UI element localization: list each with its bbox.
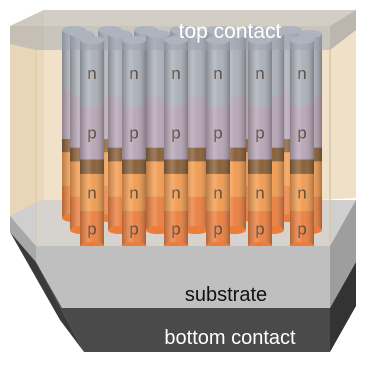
- nanowire: npnp: [248, 36, 272, 250]
- nanowire-shading: [122, 40, 146, 246]
- substrate-label: substrate: [185, 284, 267, 306]
- nanowire-shading: [80, 40, 104, 246]
- substrate-left-face: [10, 216, 36, 262]
- bottom-contact-front-face: [36, 262, 330, 352]
- nanowire-shading: [206, 40, 230, 246]
- top-contact-front-face: [10, 26, 330, 50]
- nanowire: npnp: [164, 36, 188, 250]
- bottom-contact-label: bottom contact: [164, 327, 296, 349]
- nanowire: npnp: [290, 36, 314, 250]
- nanowire-shading: [290, 40, 314, 246]
- substrate-side-face: [330, 200, 356, 308]
- top-contact-side-face: [330, 10, 356, 50]
- nanowire: npnp: [122, 36, 146, 250]
- nanowire-shading: [164, 40, 188, 246]
- bottom-contact-left-face: [10, 232, 84, 352]
- substrate-front-face: [36, 246, 330, 308]
- top-contact-label: top contact: [179, 20, 282, 43]
- encapsulant-front-face: [36, 50, 330, 246]
- nanowire: npnp: [206, 36, 230, 250]
- top-contact-top-face: [10, 10, 356, 26]
- nanowire-base: [184, 226, 208, 234]
- nanowire-array: npnpnpnpnpnpnpnpnpnpnpnp: [62, 26, 322, 250]
- nanowire-shading: [248, 40, 272, 246]
- bottom-contact-side-face: [330, 262, 356, 352]
